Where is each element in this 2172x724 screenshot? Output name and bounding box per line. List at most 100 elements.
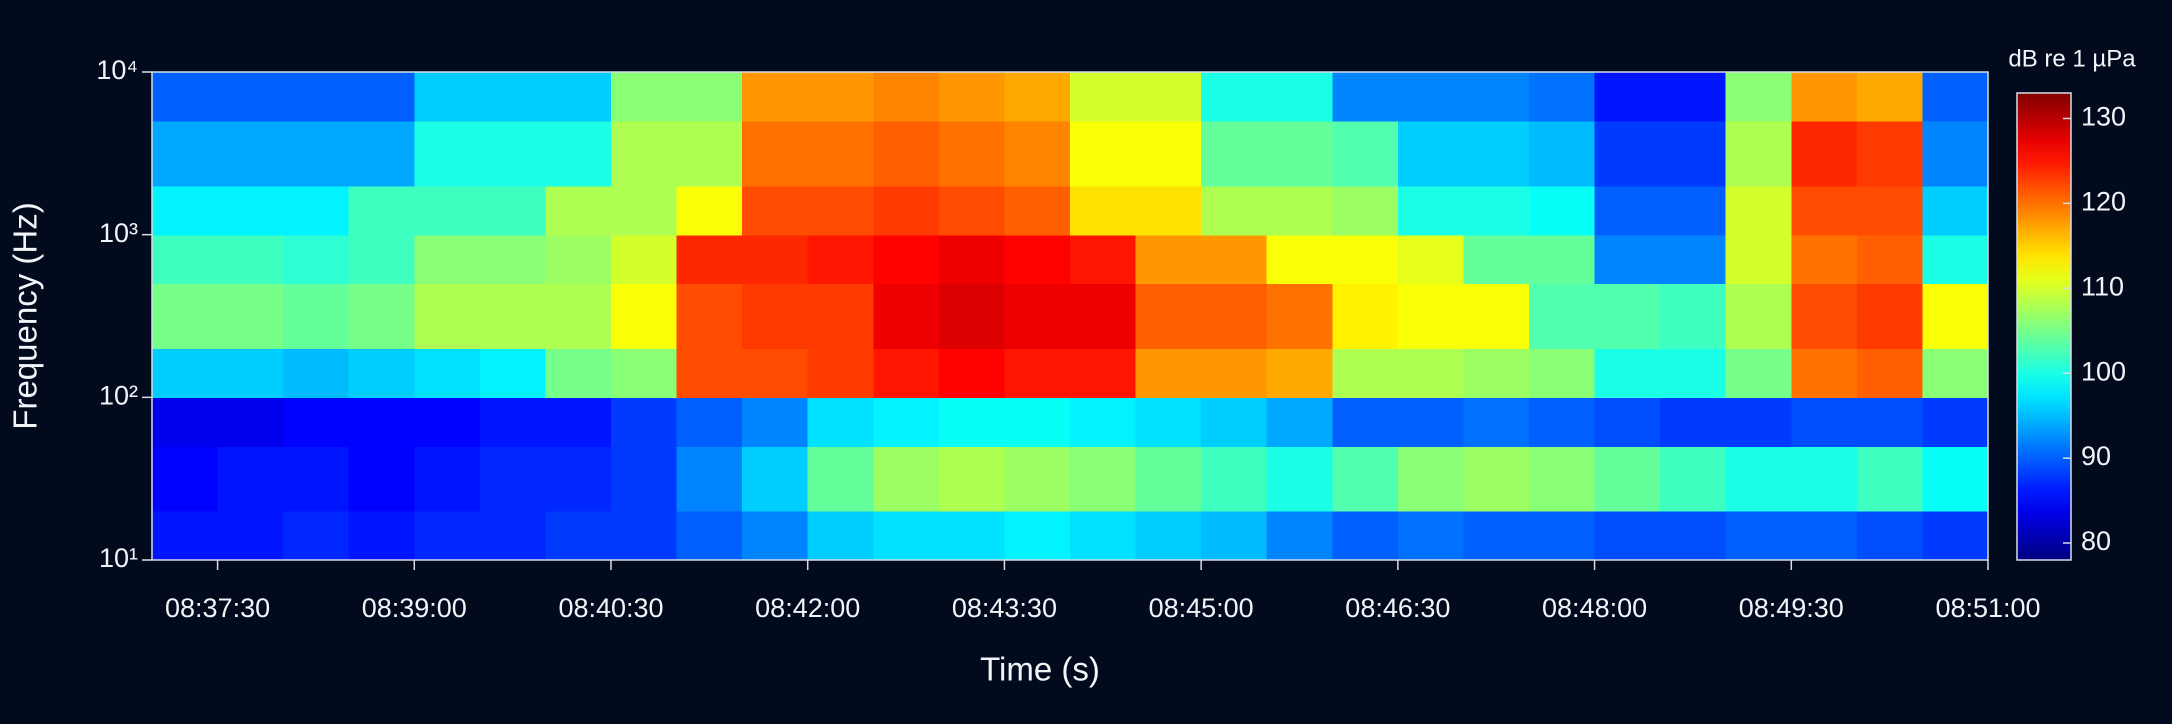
heat-cell	[1594, 511, 1661, 561]
heat-cell	[479, 511, 547, 561]
heat-cell	[1135, 120, 1202, 187]
heat-cell	[807, 283, 874, 349]
heat-cell	[1397, 234, 1465, 285]
heat-cell	[1070, 511, 1137, 561]
heat-cell	[1660, 120, 1727, 187]
heat-cell	[1070, 120, 1137, 187]
x-tick-label: 08:40:30	[558, 593, 663, 623]
heat-cell	[1070, 72, 1137, 122]
heat-cell	[1463, 511, 1530, 561]
heat-cell	[1135, 397, 1202, 447]
heat-cell	[742, 185, 809, 236]
heat-cell	[414, 397, 481, 447]
heat-cell	[873, 72, 940, 122]
heat-cell	[545, 348, 612, 398]
heat-cell	[1463, 120, 1530, 187]
heat-cell	[152, 72, 219, 122]
heat-cell	[1922, 511, 1989, 561]
heat-cell	[217, 185, 284, 236]
heat-cell	[1725, 348, 1792, 398]
heat-cell	[217, 446, 284, 512]
heat-cell	[283, 120, 350, 187]
heat-cell	[1201, 397, 1268, 447]
heat-cell	[1463, 446, 1530, 512]
heat-cell	[283, 234, 350, 285]
heat-cell	[283, 283, 350, 349]
heat-cell	[1004, 185, 1071, 236]
heat-cell	[1332, 283, 1399, 349]
heat-cell	[1266, 397, 1333, 447]
heat-cell	[1856, 185, 1924, 236]
heat-cell	[1070, 446, 1137, 512]
heat-cell	[348, 348, 415, 398]
heat-cell	[1004, 72, 1071, 122]
colorbar-tick-label: 130	[2081, 102, 2126, 132]
heat-cell	[479, 234, 547, 285]
heat-cell	[217, 234, 284, 285]
heat-cell	[1791, 446, 1858, 512]
heat-cell	[938, 283, 1006, 349]
heat-cell	[348, 397, 415, 447]
heat-cell	[348, 446, 415, 512]
heat-cell	[1397, 446, 1465, 512]
heat-cell	[1529, 446, 1596, 512]
heat-cell	[676, 72, 743, 122]
heat-cell	[742, 348, 809, 398]
heat-cell	[1725, 446, 1792, 512]
heat-cell	[938, 446, 1006, 512]
heat-cell	[1070, 185, 1137, 236]
heat-cell	[1594, 397, 1661, 447]
heat-cell	[1856, 234, 1924, 285]
heat-cell	[152, 283, 219, 349]
heat-cell	[1201, 283, 1268, 349]
heat-cell	[1463, 283, 1530, 349]
heat-cell	[807, 72, 874, 122]
heat-cell	[873, 348, 940, 398]
heat-cell	[873, 234, 940, 285]
heat-cell	[414, 234, 481, 285]
heat-cell	[1332, 72, 1399, 122]
heat-cell	[676, 511, 743, 561]
heat-cell	[1594, 446, 1661, 512]
heat-cell	[152, 348, 219, 398]
heat-cell	[1070, 283, 1137, 349]
heat-cell	[1922, 234, 1989, 285]
heat-cell	[1529, 511, 1596, 561]
heat-cell	[348, 511, 415, 561]
heat-cell	[1856, 446, 1924, 512]
heat-cell	[938, 511, 1006, 561]
heat-cell	[1791, 397, 1858, 447]
heat-cell	[1135, 348, 1202, 398]
heat-cell	[1135, 446, 1202, 512]
heat-cell	[545, 72, 612, 122]
heat-cell	[1791, 185, 1858, 236]
heat-cell	[1725, 283, 1792, 349]
heat-cell	[1135, 72, 1202, 122]
heat-cell	[611, 283, 678, 349]
heat-cell	[1660, 283, 1727, 349]
heat-cell	[873, 120, 940, 187]
x-tick-label: 08:39:00	[362, 593, 467, 623]
colorbar	[2016, 92, 2072, 561]
y-tick-label: 10¹	[99, 543, 138, 573]
heat-cell	[479, 120, 547, 187]
heat-cell	[1266, 511, 1333, 561]
x-tick-label: 08:46:30	[1345, 593, 1450, 623]
heat-cell	[1266, 234, 1333, 285]
heat-cell	[938, 185, 1006, 236]
heat-cell	[1660, 446, 1727, 512]
x-tick-label: 08:49:30	[1739, 593, 1844, 623]
heat-cell	[1922, 446, 1989, 512]
heat-cell	[611, 185, 678, 236]
heat-cell	[1922, 72, 1989, 122]
heat-cell	[1660, 397, 1727, 447]
heat-cell	[611, 397, 678, 447]
heat-cell	[676, 348, 743, 398]
heat-cell	[873, 397, 940, 447]
heat-cell	[1529, 72, 1596, 122]
heat-cell	[545, 446, 612, 512]
heat-cell	[414, 72, 481, 122]
heat-cell	[348, 283, 415, 349]
heat-cell	[152, 185, 219, 236]
heat-cell	[1922, 283, 1989, 349]
